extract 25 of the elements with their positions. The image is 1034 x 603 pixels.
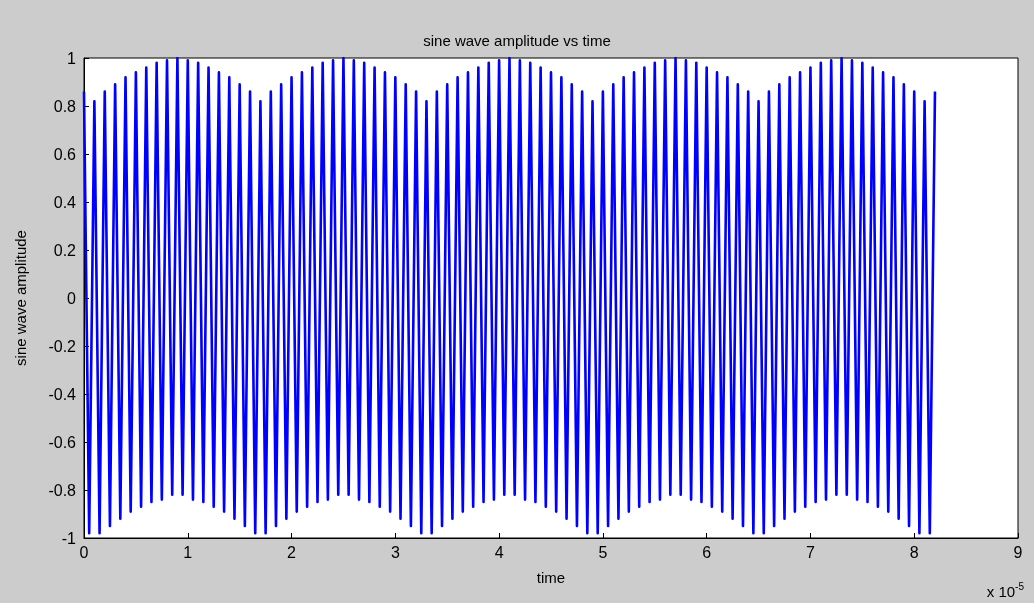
y-axis-title: sine wave amplitude <box>12 230 29 366</box>
x-tick-label: 2 <box>287 543 297 561</box>
x-tick-label: 4 <box>494 543 504 561</box>
y-tick-label: 0 <box>67 289 77 307</box>
x-tick-label: 5 <box>598 543 608 561</box>
x-tick-label: 8 <box>909 543 919 561</box>
line-series <box>82 56 937 535</box>
y-tick-label: 0.2 <box>53 241 77 259</box>
x-tick-label: 3 <box>390 543 400 561</box>
y-tick-label: 1 <box>67 49 77 67</box>
x-tick-label: 0 <box>79 543 89 561</box>
y-tick-label: -0.8 <box>48 481 77 499</box>
y-tick-label: -0.6 <box>48 433 77 451</box>
x-axis-title: time <box>536 569 566 586</box>
x-tick-label: 7 <box>805 543 815 561</box>
y-tick-label: 0.8 <box>53 97 77 115</box>
x-tick-label: 1 <box>183 543 193 561</box>
y-tick-label: -0.4 <box>48 385 77 403</box>
y-tick-label: -0.2 <box>48 337 77 355</box>
y-tick-label: 0.6 <box>53 145 77 163</box>
y-tick-label: 0.4 <box>53 193 77 211</box>
x-tick-label: 6 <box>702 543 712 561</box>
y-tick-label: -1 <box>61 529 77 547</box>
x-tick-label: 9 <box>1013 543 1023 561</box>
chart-title: sine wave amplitude vs time <box>423 32 611 49</box>
